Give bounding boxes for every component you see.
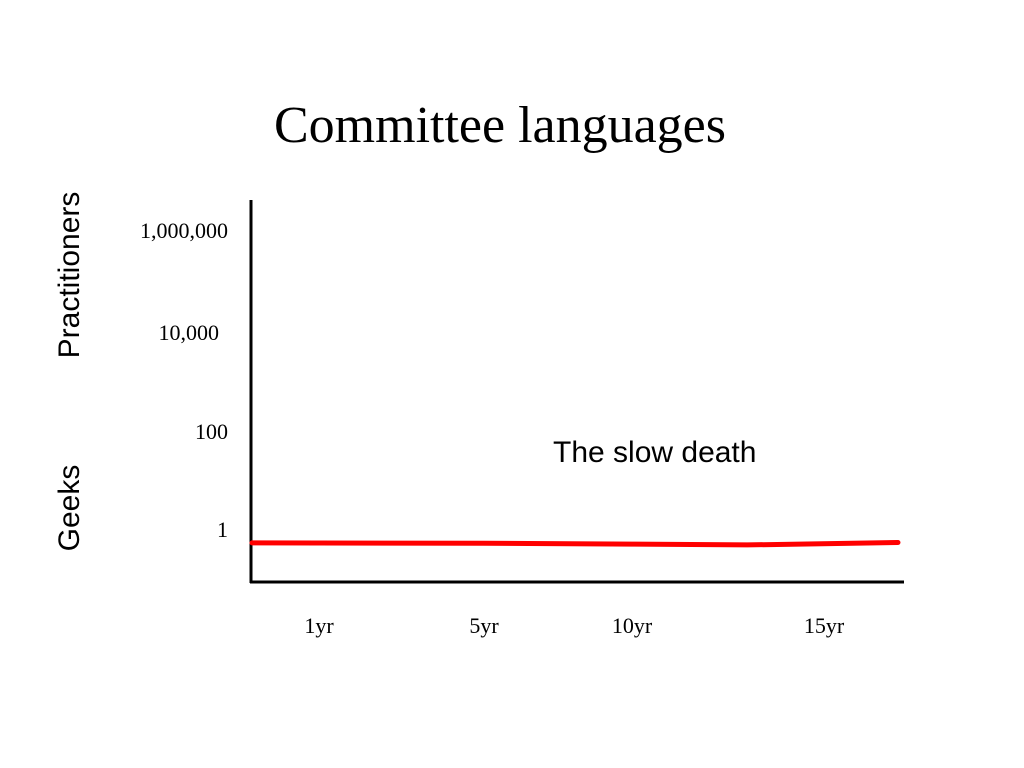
slide-title: Committee languages [273,97,726,154]
ylabel-geeks: Geeks [53,465,86,552]
ylabel-practitioners: Practitioners [53,192,86,359]
annotation-slow-death: The slow death [553,436,756,469]
y-tick-label-1000000: 1,000,000 [140,218,228,243]
x-tick-label-15yr: 15yr [804,613,845,638]
series-line [249,539,901,548]
y-tick-label-100: 100 [195,419,228,444]
x-tick-label-1yr: 1yr [304,613,334,638]
x-tick-label-10yr: 10yr [612,613,653,638]
x-tick-label-5yr: 5yr [469,613,499,638]
y-tick-label-1: 1 [217,517,228,542]
y-tick-label-10000: 10,000 [159,320,220,345]
